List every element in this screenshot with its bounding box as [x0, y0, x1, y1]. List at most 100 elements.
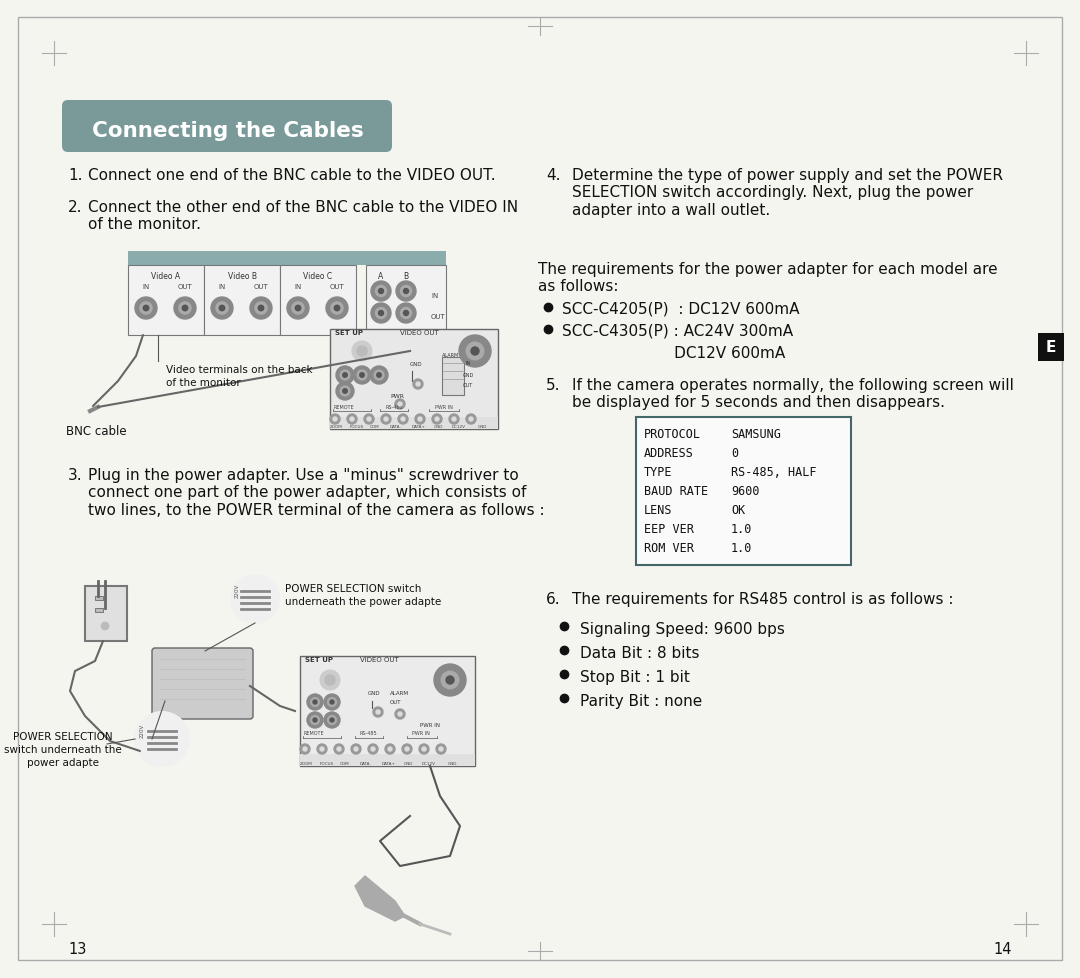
Circle shape — [471, 347, 480, 356]
Circle shape — [320, 670, 340, 690]
Circle shape — [249, 297, 272, 320]
Text: The requirements for the power adapter for each model are
as follows:: The requirements for the power adapter f… — [538, 262, 998, 294]
Circle shape — [231, 575, 279, 623]
Circle shape — [374, 371, 384, 380]
Circle shape — [336, 367, 354, 384]
Text: Connect the other end of the BNC cable to the VIDEO IN
of the monitor.: Connect the other end of the BNC cable t… — [87, 200, 518, 232]
Circle shape — [342, 374, 348, 378]
Text: Video terminals on the back: Video terminals on the back — [166, 365, 312, 375]
Circle shape — [396, 304, 416, 324]
Circle shape — [330, 302, 343, 315]
Circle shape — [399, 403, 402, 407]
Text: SET UP: SET UP — [305, 656, 333, 662]
Circle shape — [372, 282, 391, 301]
Text: The requirements for RS485 control is as follows :: The requirements for RS485 control is as… — [572, 592, 954, 606]
Text: PWR: PWR — [390, 393, 404, 399]
Circle shape — [174, 297, 195, 320]
Circle shape — [327, 698, 336, 707]
Text: 14: 14 — [994, 942, 1012, 956]
Text: 6.: 6. — [546, 592, 561, 606]
Text: 1.: 1. — [68, 168, 82, 183]
Circle shape — [337, 747, 341, 751]
Text: GND: GND — [434, 424, 444, 428]
Text: E: E — [1045, 340, 1056, 355]
Circle shape — [370, 367, 388, 384]
FancyBboxPatch shape — [152, 648, 253, 719]
Text: PROTOCOL: PROTOCOL — [644, 427, 701, 440]
Circle shape — [179, 302, 191, 315]
Circle shape — [435, 418, 438, 422]
Circle shape — [376, 710, 380, 714]
Text: SCC-C4205(P)  : DC12V 600mA: SCC-C4205(P) : DC12V 600mA — [562, 301, 799, 317]
Circle shape — [395, 709, 405, 719]
Bar — [366, 251, 446, 266]
Text: ADDRESS: ADDRESS — [644, 447, 693, 460]
FancyBboxPatch shape — [62, 101, 392, 153]
Circle shape — [372, 304, 391, 324]
Text: DC12V: DC12V — [422, 761, 436, 765]
Text: DATA-: DATA- — [390, 424, 402, 428]
Circle shape — [287, 297, 309, 320]
Circle shape — [418, 418, 422, 422]
Circle shape — [446, 677, 454, 685]
Circle shape — [330, 718, 334, 723]
Text: BNC cable: BNC cable — [66, 424, 126, 437]
Text: COM: COM — [370, 424, 380, 428]
Circle shape — [102, 622, 109, 631]
Text: GND: GND — [404, 761, 414, 765]
Circle shape — [396, 282, 416, 301]
Circle shape — [300, 744, 310, 754]
Text: 0: 0 — [731, 447, 738, 460]
Text: Video B: Video B — [228, 272, 257, 281]
Circle shape — [255, 302, 267, 315]
Circle shape — [334, 306, 340, 311]
Text: EEP VER: EEP VER — [644, 522, 693, 535]
Text: Connecting the Cables: Connecting the Cables — [92, 121, 364, 141]
Circle shape — [384, 418, 388, 422]
Circle shape — [404, 311, 408, 316]
Circle shape — [381, 415, 391, 424]
Bar — [95, 597, 103, 600]
Text: Video A: Video A — [151, 272, 180, 281]
Circle shape — [413, 379, 423, 389]
Text: GND: GND — [410, 362, 422, 367]
Circle shape — [144, 306, 149, 311]
Text: DC12V: DC12V — [453, 424, 465, 428]
Text: Stop Bit : 1 bit: Stop Bit : 1 bit — [580, 669, 690, 685]
Text: Video C: Video C — [303, 272, 333, 281]
Text: 220V: 220V — [235, 583, 240, 598]
Circle shape — [336, 382, 354, 401]
Circle shape — [438, 747, 443, 751]
Bar — [636, 418, 851, 565]
Text: PWR IN: PWR IN — [435, 405, 453, 410]
Text: DATA+: DATA+ — [411, 424, 426, 428]
Circle shape — [416, 382, 420, 386]
Text: REMOTE: REMOTE — [303, 731, 324, 735]
Circle shape — [378, 289, 383, 294]
Text: power adapte: power adapte — [27, 757, 99, 767]
Text: 1.0: 1.0 — [731, 542, 753, 555]
Circle shape — [325, 676, 335, 686]
Text: SCC-C4305(P) : AC24V 300mA: SCC-C4305(P) : AC24V 300mA — [562, 324, 793, 338]
Text: underneath the power adapte: underneath the power adapte — [285, 597, 442, 606]
Text: SET UP: SET UP — [335, 330, 363, 335]
Text: GND: GND — [478, 424, 487, 428]
Circle shape — [453, 418, 456, 422]
Text: PWR IN: PWR IN — [411, 731, 430, 735]
Circle shape — [467, 343, 484, 361]
Circle shape — [311, 716, 320, 725]
Circle shape — [434, 664, 465, 696]
Text: ROM VER: ROM VER — [644, 542, 693, 555]
Circle shape — [303, 747, 307, 751]
Text: OUT: OUT — [254, 284, 268, 289]
Text: GND: GND — [463, 373, 474, 378]
Text: 3.: 3. — [68, 467, 83, 482]
Circle shape — [401, 287, 411, 297]
Text: ALARM: ALARM — [390, 690, 409, 695]
Text: 13: 13 — [68, 942, 86, 956]
Circle shape — [292, 302, 305, 315]
Circle shape — [324, 712, 340, 729]
Bar — [1038, 333, 1064, 362]
Circle shape — [330, 700, 334, 704]
Text: ALARM: ALARM — [442, 353, 459, 358]
